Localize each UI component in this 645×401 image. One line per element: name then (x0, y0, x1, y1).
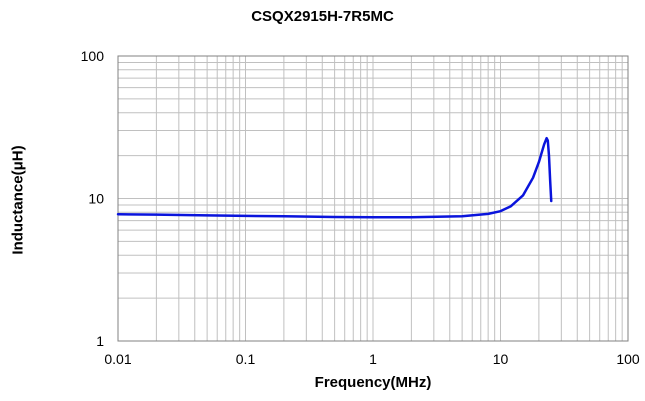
x-tick-label: 1 (369, 351, 377, 367)
y-tick-label: 100 (81, 48, 105, 64)
plot-frame (117, 55, 629, 342)
inductance-curve (116, 136, 553, 219)
tick-labels: 0.01 0.1 1 10 100 1 10 100 (81, 48, 640, 367)
grid-lines (117, 56, 628, 342)
y-tick-label: 10 (88, 191, 104, 207)
x-tick-label: 10 (493, 351, 509, 367)
x-tick-label: 0.01 (104, 351, 131, 367)
chart-title: CSQX2915H-7R5MC (251, 8, 394, 25)
x-tick-label: 100 (616, 351, 640, 367)
x-tick-label: 0.1 (236, 351, 256, 367)
x-axis-title: Frequency(MHz) (314, 374, 432, 391)
y-tick-label: 1 (96, 333, 104, 349)
